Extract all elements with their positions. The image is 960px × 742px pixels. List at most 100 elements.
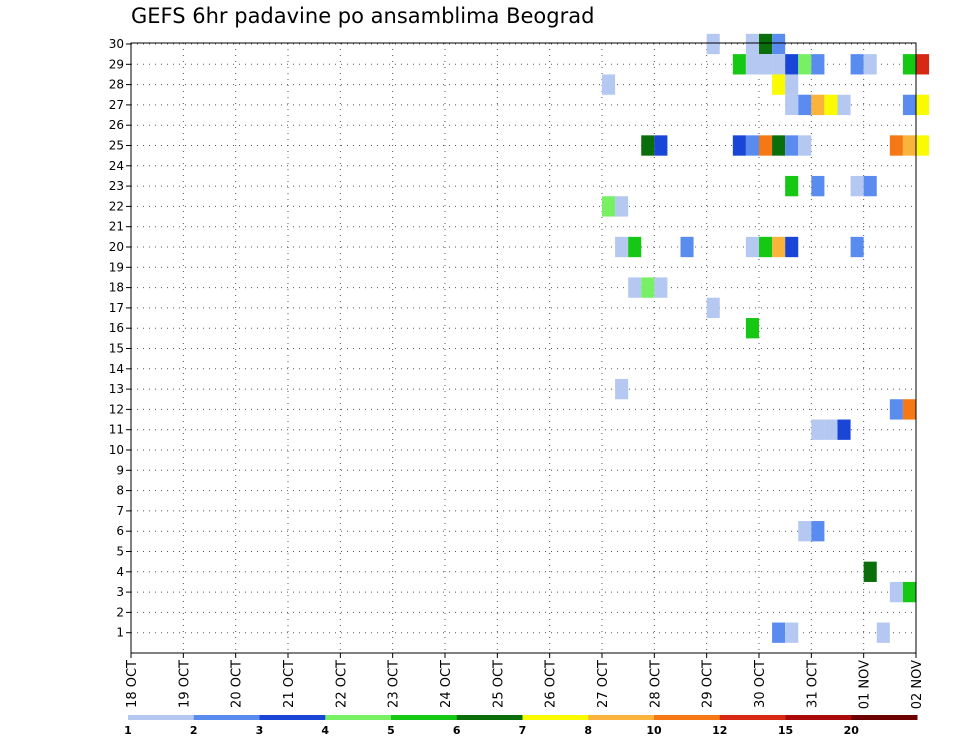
heatmap-cell — [732, 54, 746, 75]
y-tick-label: 8 — [116, 484, 124, 498]
y-tick-label: 5 — [116, 545, 124, 559]
y-tick-label: 26 — [109, 118, 124, 132]
x-tick-label: 18 OCT — [125, 660, 140, 708]
heatmap-cell — [785, 175, 799, 197]
y-tick-label: 21 — [109, 220, 124, 234]
colorbar-segment — [851, 715, 918, 720]
x-tick-label: 20 OCT — [230, 660, 245, 708]
heatmap-cell — [732, 135, 746, 156]
colorbar-segment — [719, 715, 786, 720]
heatmap-cell — [798, 521, 812, 542]
y-tick-label: 2 — [116, 605, 124, 619]
heatmap-cell — [759, 236, 773, 258]
x-tick-label: 29 OCT — [701, 660, 716, 708]
colorbar-label: 1 — [124, 724, 132, 737]
heatmap-cell — [785, 94, 799, 116]
colorbar: 1 2 3 4 5 6 7 8 10 12 15 20 — [124, 715, 918, 737]
y-tick-label: 7 — [116, 504, 124, 518]
heatmap-cell — [615, 378, 629, 400]
colorbar-segment — [391, 715, 458, 720]
heatmap-cell — [889, 581, 903, 603]
y-tick-label: 20 — [109, 240, 124, 254]
colorbar-label: 20 — [844, 724, 860, 737]
colorbar-label: 7 — [519, 724, 527, 737]
heatmap-cell — [902, 94, 916, 116]
heatmap-cell — [876, 622, 890, 643]
heatmap-cell — [628, 236, 642, 258]
heatmap-cell — [602, 74, 616, 95]
heatmap-cell — [889, 135, 903, 156]
heatmap-cell — [863, 54, 877, 75]
heatmap-cell — [745, 318, 759, 339]
colorbar-label: 2 — [190, 724, 198, 737]
colorbar-label: 8 — [584, 724, 592, 737]
x-tick-label: 02 NOV — [910, 660, 925, 709]
heatmap-cell — [811, 521, 825, 542]
y-tick-label: 10 — [109, 443, 124, 457]
heatmap-cell — [889, 399, 903, 420]
y-tick-label: 16 — [109, 321, 124, 335]
heatmap-cell — [745, 236, 759, 258]
colorbar-segment — [259, 715, 326, 720]
heatmap-cell — [785, 236, 799, 258]
heatmap-cell — [902, 399, 916, 420]
y-tick-label: 25 — [109, 139, 124, 153]
y-tick-label: 1 — [116, 626, 124, 640]
x-tick-label: 31 OCT — [805, 660, 820, 708]
heatmap-cell — [863, 561, 877, 582]
x-tick-label: 19 OCT — [177, 660, 192, 708]
x-tick-label: 25 OCT — [491, 660, 506, 708]
colorbar-label: 6 — [453, 724, 461, 737]
colorbar-segment — [325, 715, 392, 720]
heatmap-cell — [902, 135, 916, 156]
heatmap-cell — [916, 54, 930, 75]
x-tick-label: 23 OCT — [387, 660, 402, 708]
y-tick-label: 15 — [109, 342, 124, 356]
heatmap-cell — [785, 622, 799, 643]
x-tick-label: 30 OCT — [753, 660, 768, 708]
heatmap-cell — [902, 581, 916, 603]
colorbar-segment — [193, 715, 260, 720]
heatmap-cell — [680, 236, 694, 258]
heatmap-cell — [772, 622, 786, 643]
heatmap-cell — [811, 419, 825, 440]
x-tick-label: 01 NOV — [858, 660, 873, 709]
heatmap-cell — [824, 94, 838, 116]
y-tick-label: 28 — [109, 78, 124, 92]
x-tick-label: 27 OCT — [596, 660, 611, 708]
heatmap-cell — [759, 33, 773, 55]
y-tick-label: 4 — [116, 565, 124, 579]
y-tick-label: 18 — [109, 281, 124, 295]
y-tick-label: 9 — [116, 463, 124, 477]
heatmap-cell — [772, 74, 786, 95]
heatmap-cell — [798, 135, 812, 156]
heatmap-cell — [602, 196, 616, 217]
heatmap-cell — [811, 94, 825, 116]
y-tick-label: 27 — [109, 98, 124, 112]
heatmap-cell — [785, 74, 799, 95]
heatmap-cell — [798, 54, 812, 75]
y-tick-label: 3 — [116, 585, 124, 599]
heatmap-cell — [641, 135, 655, 156]
heatmap-cell — [706, 297, 720, 319]
heatmap-cell — [759, 54, 773, 75]
heatmap-cell — [628, 277, 642, 298]
colorbar-segment — [654, 715, 721, 720]
x-tick-label: 28 OCT — [648, 660, 663, 708]
heatmap-cell — [798, 94, 812, 116]
heatmap-cell — [759, 135, 773, 156]
heatmap-cell — [916, 135, 930, 156]
heatmap-cell — [863, 175, 877, 197]
y-tick-label: 14 — [109, 362, 124, 376]
heatmap-cell — [615, 236, 629, 258]
y-tick-label: 22 — [109, 199, 124, 213]
colorbar-segment — [588, 715, 655, 720]
colorbar-segment — [456, 715, 523, 720]
heatmap-cell — [772, 54, 786, 75]
plot-frame — [130, 42, 917, 654]
y-tick-label: 23 — [109, 179, 124, 193]
colorbar-label: 10 — [646, 724, 662, 737]
heatmap-cell — [745, 54, 759, 75]
colorbar-label: 15 — [778, 724, 793, 737]
heatmap-cell — [745, 33, 759, 55]
